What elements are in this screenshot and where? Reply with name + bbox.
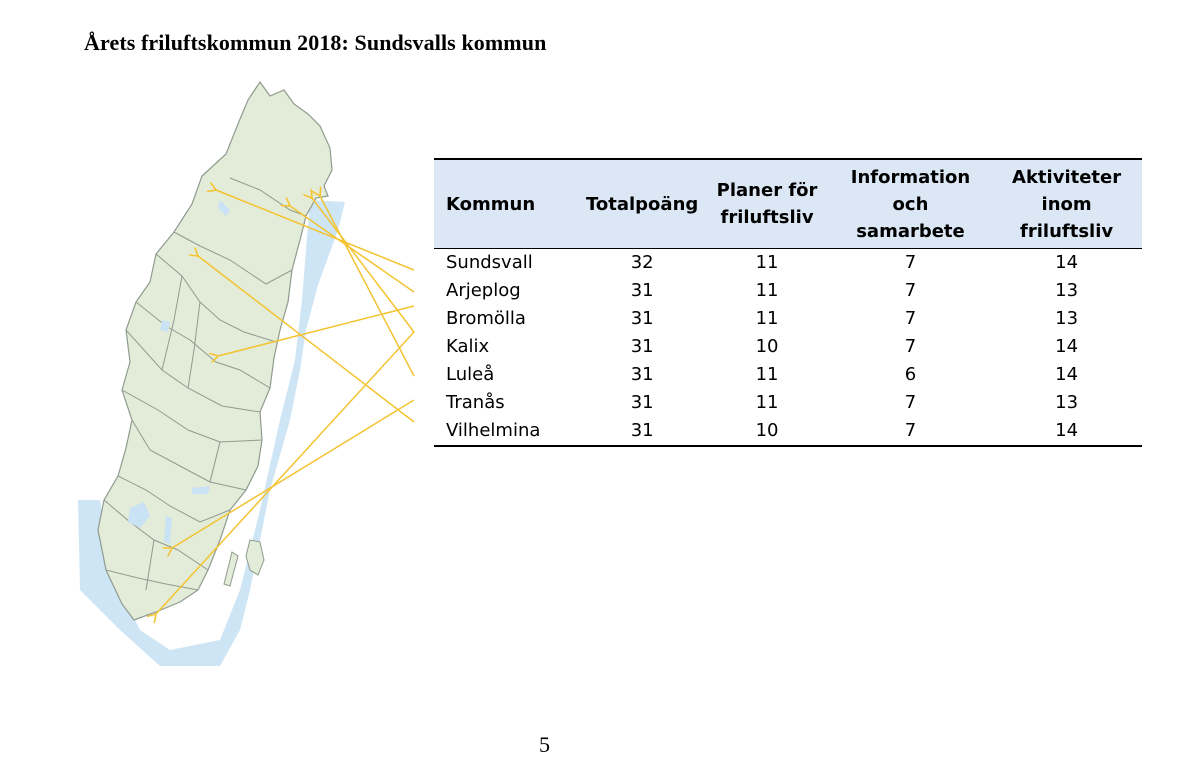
- cell-kommun: Sundsvall: [446, 252, 533, 273]
- cell-totalpoang: 31: [630, 308, 654, 329]
- cell-information: 7: [904, 252, 917, 273]
- page-number: 5: [539, 732, 550, 757]
- lake-vattern: [164, 516, 172, 544]
- cell-aktiviteter: 13: [1055, 308, 1079, 329]
- cell-aktiviteter: 14: [1055, 252, 1079, 273]
- cell-totalpoang: 31: [630, 364, 654, 385]
- lake-north: [218, 200, 230, 216]
- arrows: [156, 190, 415, 614]
- results-table: Kommun Totalpoäng Planer för friluftsliv…: [434, 158, 1142, 447]
- table-row: Vilhelmina 31 10 7 14: [434, 417, 1142, 447]
- table-row: Bromölla 31 11 7 13: [434, 305, 1142, 333]
- cell-kommun: Tranås: [446, 392, 505, 413]
- cell-totalpoang: 31: [630, 336, 654, 357]
- cell-information: 7: [904, 308, 917, 329]
- cell-information: 7: [904, 280, 917, 301]
- table-row: Tranås 31 11 7 13: [434, 389, 1142, 417]
- cell-kommun: Vilhelmina: [434, 417, 580, 447]
- cell-aktiviteter: 13: [1055, 280, 1079, 301]
- cell-planer: 11: [755, 308, 779, 329]
- cell-totalpoang: 31: [630, 392, 654, 413]
- cell-information: 6: [904, 364, 917, 385]
- sea-coastal-water: [78, 200, 345, 666]
- cell-information: 7: [829, 417, 992, 447]
- cell-planer: 11: [755, 364, 779, 385]
- header-totalpoang: Totalpoäng: [580, 158, 705, 249]
- cell-totalpoang: 32: [630, 252, 654, 273]
- lake-malaren: [192, 486, 210, 494]
- header-aktiviteter: Aktiviteter inom friluftsliv: [991, 158, 1142, 249]
- table-row: Kalix 31 10 7 14: [434, 333, 1142, 361]
- cell-aktiviteter: 14: [1055, 364, 1079, 385]
- table-header-row: Kommun Totalpoäng Planer för friluftsliv…: [434, 158, 1142, 249]
- header-planer: Planer för friluftsliv: [704, 158, 830, 249]
- header-kommun: Kommun: [434, 158, 580, 249]
- gotland-island: [245, 539, 265, 576]
- cell-kommun: Kalix: [446, 336, 490, 357]
- cell-aktiviteter: 13: [1055, 392, 1079, 413]
- table-row: Arjeplog 31 11 7 13: [434, 277, 1142, 305]
- cell-information: 7: [904, 336, 917, 357]
- lake-vanern: [128, 502, 150, 528]
- cell-totalpoang: 31: [630, 280, 654, 301]
- cell-totalpoang: 31: [580, 417, 705, 447]
- lake-storsjon: [160, 320, 170, 332]
- cell-planer: 10: [755, 336, 779, 357]
- cell-planer: 11: [755, 280, 779, 301]
- cell-kommun: Arjeplog: [446, 280, 521, 301]
- cell-planer: 10: [704, 417, 830, 447]
- cell-kommun: Luleå: [446, 364, 495, 385]
- oland-island: [223, 551, 239, 587]
- cell-planer: 11: [755, 392, 779, 413]
- header-information: Information och samarbete: [829, 158, 992, 249]
- cell-planer: 11: [755, 252, 779, 273]
- cell-information: 7: [904, 392, 917, 413]
- cell-aktiviteter: 14: [1055, 336, 1079, 357]
- page-title: Årets friluftskommun 2018: Sundsvalls ko…: [84, 30, 547, 55]
- cell-aktiviteter: 14: [991, 417, 1142, 447]
- table-row: Sundsvall 32 11 7 14: [434, 249, 1142, 278]
- cell-kommun: Bromölla: [446, 308, 526, 329]
- table-row: Luleå 31 11 6 14: [434, 361, 1142, 389]
- sweden-map: [78, 80, 415, 666]
- county-borders: [103, 177, 307, 591]
